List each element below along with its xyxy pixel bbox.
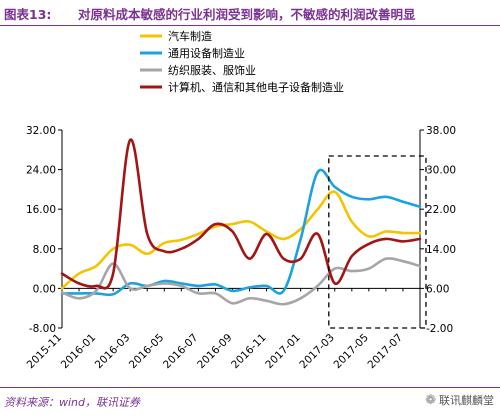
x-tick-label: 2016-11 [229,332,269,372]
legend-label: 计算机、通信和其他电子设备制造业 [168,80,344,94]
series-line-2 [60,168,422,297]
legend-label: 通用设备制造业 [168,46,245,60]
figure-label: 图表13: [4,7,52,22]
wechat-icon: ❁ [425,392,436,408]
y-right-tick-label: -2.00 [426,323,453,335]
series-line-1 [60,190,422,290]
watermark: ❁ 联讯麒麟堂 [425,392,494,408]
x-tick-label: 2016-03 [93,332,133,372]
x-tick-label: 2016-07 [161,332,201,372]
series-group [60,138,422,306]
x-tick-label: 2016-01 [59,332,99,372]
title-bar: 图表13: 对原料成本敏感的行业利润受到影响，不敏感的利润改善明显 [0,0,500,26]
y-left-tick-label: 16.00 [26,204,56,216]
x-tick-label: 2017-01 [263,332,303,372]
watermark-text: 联讯麒麟堂 [439,394,494,407]
y-left-tick-label: 24.00 [26,165,56,177]
source-note: 资料来源：wind，联讯证券 [4,396,141,409]
y-left-tick-label: -8.00 [29,323,56,335]
x-tick-label: 2017-03 [297,332,337,372]
highlight-box [328,155,427,329]
legend-label: 汽车制造 [168,29,212,43]
x-tick-label: 2016-09 [195,332,235,372]
figure-title: 对原料成本敏感的行业利润受到影响，不敏感的利润改善明显 [78,7,416,22]
x-tick-label: 2015-11 [25,332,65,372]
source-bar: 资料来源：wind，联讯证券 ❁ 联讯麒麟堂 [0,387,500,417]
x-tick-label: 2016-05 [127,332,167,372]
y-left-tick-label: 32.00 [26,125,56,137]
series-line-3 [60,257,422,306]
y-right-tick-label: 22.00 [426,204,456,216]
x-tick-label: 2017-07 [366,332,406,372]
y-right-tick-label: 14.00 [426,244,456,256]
y-right-tick-label: 6.00 [426,283,449,295]
x-tick-label: 2017-05 [331,332,371,372]
y-right-tick-label: 38.00 [426,125,456,137]
y-left-tick-label: 0.00 [33,283,56,295]
highlight-box-group [328,155,427,329]
y-left-tick-label: 8.00 [33,244,56,256]
series-line-4 [60,138,422,290]
legend-label: 纺织服装、服饰业 [168,63,256,77]
y-right-tick-label: 30.00 [426,165,456,177]
